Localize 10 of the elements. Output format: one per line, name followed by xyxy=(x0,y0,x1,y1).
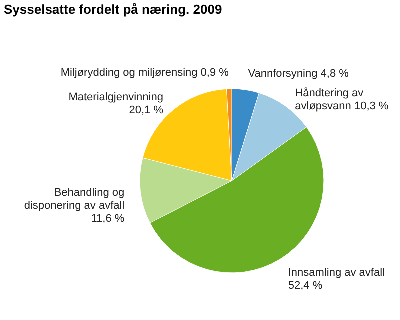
slice-label: Vannforsyning 4,8 % xyxy=(248,68,350,80)
slice-label: Materialgjenvinning xyxy=(68,92,164,104)
slice-label: Innsamling av avfall xyxy=(288,267,385,280)
chart-title: Sysselsatte fordelt på næring. 2009 xyxy=(4,2,222,17)
slice-label: Miljørydding og miljørensing 0,9 % xyxy=(60,67,230,80)
slice-label: Behandling og disponering av avfall xyxy=(24,187,125,212)
data-label: 20,1 % xyxy=(129,104,164,117)
data-label: 11,6 % xyxy=(91,213,125,226)
data-label: 52,4 % xyxy=(288,280,323,292)
slice-label: Håndtering av avløpsvann 10,3 % xyxy=(295,87,389,112)
